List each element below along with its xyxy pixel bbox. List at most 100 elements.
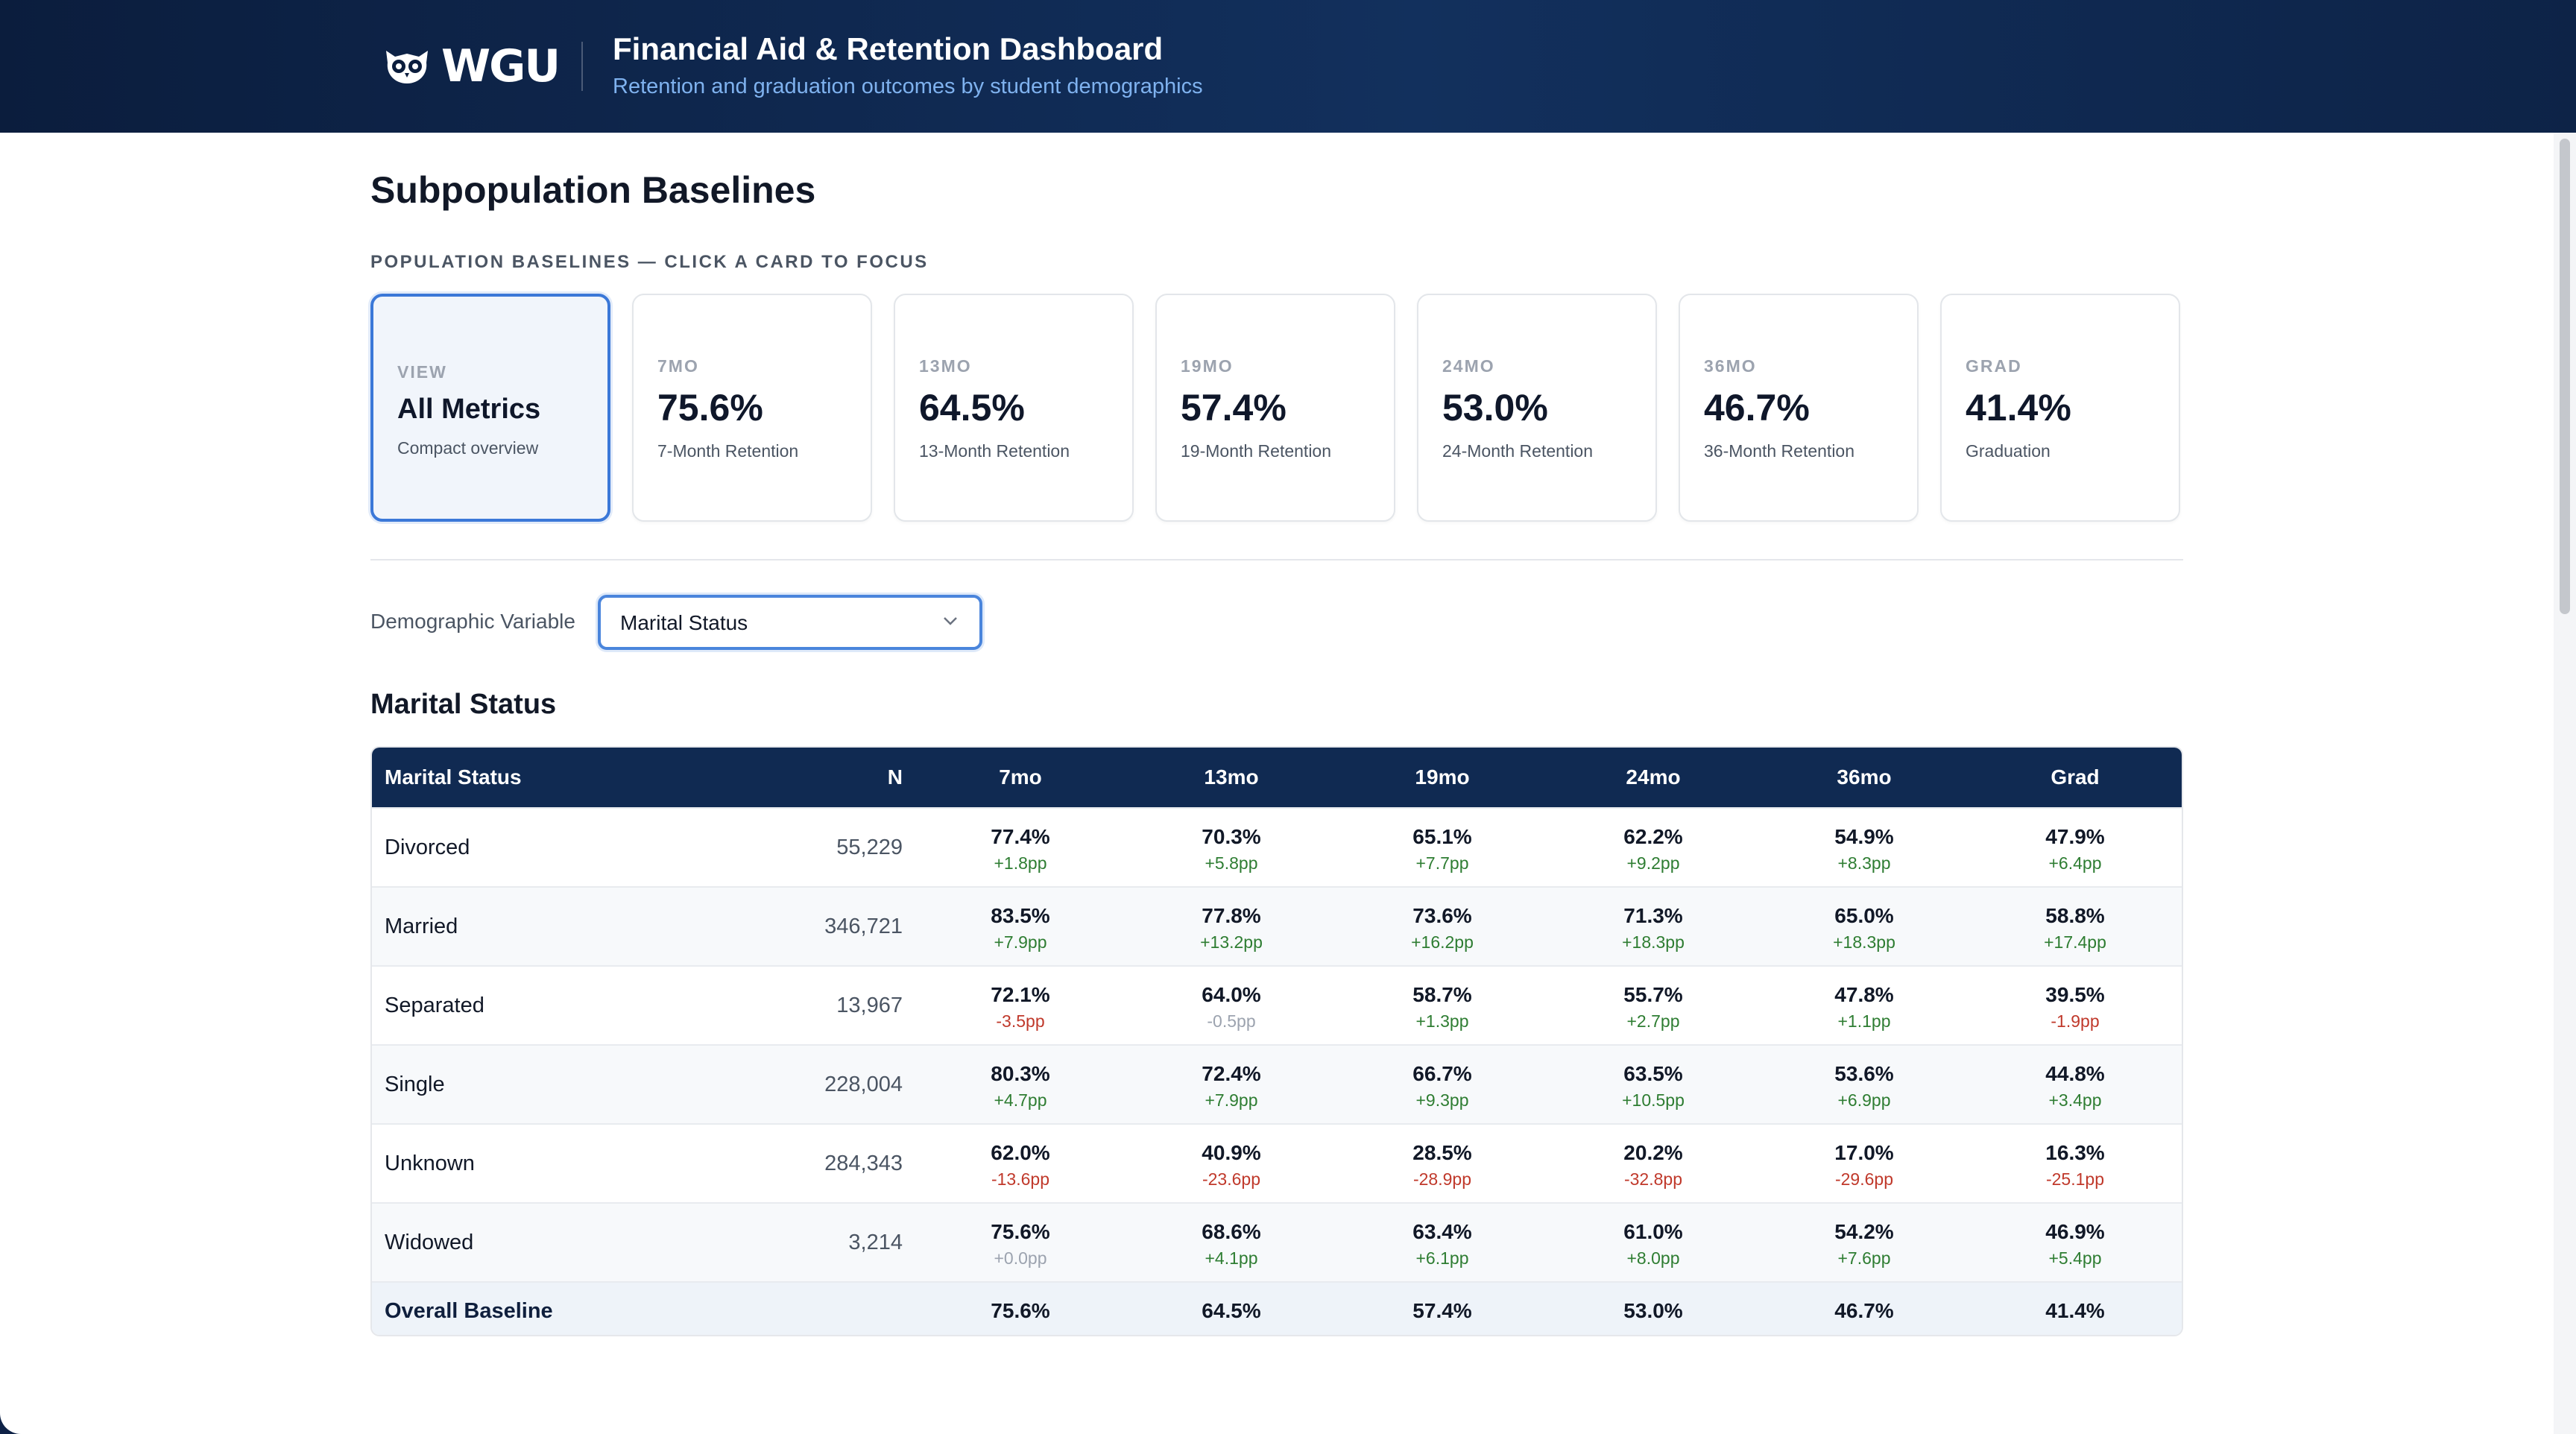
metric-cell: 77.8% +13.2pp [1157,904,1306,953]
metric-delta: -28.9pp [1412,1169,1471,1189]
metric-delta: -32.8pp [1623,1169,1682,1189]
metric-cell: 62.2% +9.2pp [1579,825,1728,874]
row-count: 284,343 [824,1152,903,1175]
metric-cell: 58.8% +17.4pp [2001,904,2150,953]
metric-cell: 83.5% +7.9pp [946,904,1095,953]
metric-cell: 72.1% -3.5pp [946,983,1095,1032]
card-19mo[interactable]: 19MO 57.4% 19-Month Retention [1155,294,1395,522]
card-value: 75.6% [657,387,763,429]
metric-value: 77.4% [991,825,1050,848]
owl-icon [386,51,428,83]
metric-cell: 64.0% -0.5pp [1157,983,1306,1032]
metric-value: 39.5% [2045,983,2105,1006]
metric-cell: 70.3% +5.8pp [1157,825,1306,874]
column-header-n[interactable]: N [887,765,903,789]
metric-value: 17.0% [1834,1141,1894,1164]
row-label: Widowed [385,1231,474,1254]
metric-cell: 55.7% +2.7pp [1579,983,1728,1032]
retention-table: Marital Status N 7mo 13mo 19mo 24mo 36mo… [370,746,2183,1336]
metric-delta: +1.1pp [1837,1011,1891,1031]
metric-delta: +6.1pp [1415,1248,1469,1268]
baseline-cell: 64.5% [1202,1299,1261,1322]
page-title: Subpopulation Baselines [370,169,816,211]
baseline-cell: 41.4% [2045,1299,2105,1322]
card-description: 7-Month Retention [657,441,799,461]
metric-cell: 66.7% +9.3pp [1368,1062,1517,1111]
metric-value: 47.8% [1834,983,1894,1006]
wgu-logo[interactable]: WGU [383,40,561,92]
card-value: 46.7% [1704,387,1810,429]
metric-cell: 17.0% -29.6pp [1790,1141,1939,1190]
metric-delta: +5.4pp [2048,1248,2102,1268]
table-row: Widowed 3,214 75.6% +0.0pp 68.6% +4.1pp 63.4% +… [372,1202,2182,1281]
row-count: 3,214 [848,1231,903,1254]
card-description: 24-Month Retention [1442,441,1594,461]
metric-value: 62.2% [1623,825,1683,848]
card-value: 64.5% [919,387,1025,429]
card-36mo[interactable]: 36MO 46.7% 36-Month Retention [1679,294,1919,522]
select-value: Marital Status [620,611,748,634]
metric-cell: 73.6% +16.2pp [1368,904,1517,953]
metric-delta: +7.7pp [1415,853,1469,873]
metric-delta: +17.4pp [2044,932,2106,952]
metric-delta: -0.5pp [1207,1011,1256,1031]
card-kicker: GRAD [1966,356,2022,376]
column-header-24mo[interactable]: 24mo [1626,765,1681,789]
column-header-marital-status[interactable]: Marital Status [385,765,522,789]
metric-delta: +6.4pp [2048,853,2102,873]
metric-cell: 65.0% +18.3pp [1790,904,1939,953]
metric-delta: +16.2pp [1411,932,1474,952]
metric-delta: +1.8pp [994,853,1047,873]
metric-delta: +4.1pp [1205,1248,1258,1268]
app-header: WGU Financial Aid & Retention Dashboard … [0,0,2576,133]
metric-cell: 63.4% +6.1pp [1368,1220,1517,1269]
card-24mo[interactable]: 24MO 53.0% 24-Month Retention [1417,294,1657,522]
scrollbar-thumb[interactable] [2560,139,2570,614]
column-header-36mo[interactable]: 36mo [1837,765,1892,789]
baseline-label: Overall Baseline [385,1299,553,1323]
card-description: 19-Month Retention [1181,441,1332,461]
metric-value: 71.3% [1623,904,1683,927]
metric-cell: 28.5% -28.9pp [1368,1141,1517,1190]
metric-value: 77.8% [1202,904,1261,927]
row-label: Unknown [385,1152,475,1175]
row-count: 228,004 [824,1073,903,1096]
card-13mo[interactable]: 13MO 64.5% 13-Month Retention [894,294,1134,522]
metric-delta: +8.3pp [1837,853,1891,873]
metric-value: 72.1% [991,983,1050,1006]
metric-value: 80.3% [991,1062,1050,1085]
dashboard-subtitle: Retention and graduation outcomes by stu… [613,75,1203,98]
metric-value: 83.5% [991,904,1050,927]
baseline-cell: 57.4% [1412,1299,1472,1322]
metric-delta: +9.3pp [1415,1090,1469,1110]
card-grad[interactable]: GRAD 41.4% Graduation [1940,294,2180,522]
metric-delta: +7.6pp [1837,1248,1891,1268]
metric-value: 46.9% [2045,1220,2105,1243]
column-header-19mo[interactable]: 19mo [1415,765,1470,789]
column-header-7mo[interactable]: 7mo [999,765,1042,789]
column-header-13mo[interactable]: 13mo [1204,765,1259,789]
card-value: 57.4% [1181,387,1287,429]
metric-cell: 72.4% +7.9pp [1157,1062,1306,1111]
card-all-metrics[interactable]: VIEW All Metrics Compact overview [370,294,610,522]
metric-delta: +18.3pp [1622,932,1685,952]
metric-cell: 46.9% +5.4pp [2001,1220,2150,1269]
card-7mo[interactable]: 7MO 75.6% 7-Month Retention [632,294,872,522]
metric-cell: 61.0% +8.0pp [1579,1220,1728,1269]
metric-cell: 40.9% -23.6pp [1157,1141,1306,1190]
demographic-variable-select[interactable]: Marital Status [598,595,982,650]
metric-value: 62.0% [991,1141,1050,1164]
card-kicker: 19MO [1181,356,1234,376]
metric-cell: 58.7% +1.3pp [1368,983,1517,1032]
metric-cell: 75.6% +0.0pp [946,1220,1095,1269]
metric-delta: -13.6pp [991,1169,1049,1189]
card-kicker: 24MO [1442,356,1495,376]
section-label: POPULATION BASELINES — CLICK A CARD TO F… [370,252,929,272]
column-header-grad[interactable]: Grad [2051,765,2100,789]
metric-delta: +7.9pp [1205,1090,1258,1110]
metric-cell: 16.3% -25.1pp [2001,1141,2150,1190]
section-divider [370,559,2183,560]
table-row: Married 346,721 83.5% +7.9pp 77.8% +13.2pp 73.… [372,886,2182,965]
metric-value: 63.5% [1623,1062,1683,1085]
metric-cell: 62.0% -13.6pp [946,1141,1095,1190]
